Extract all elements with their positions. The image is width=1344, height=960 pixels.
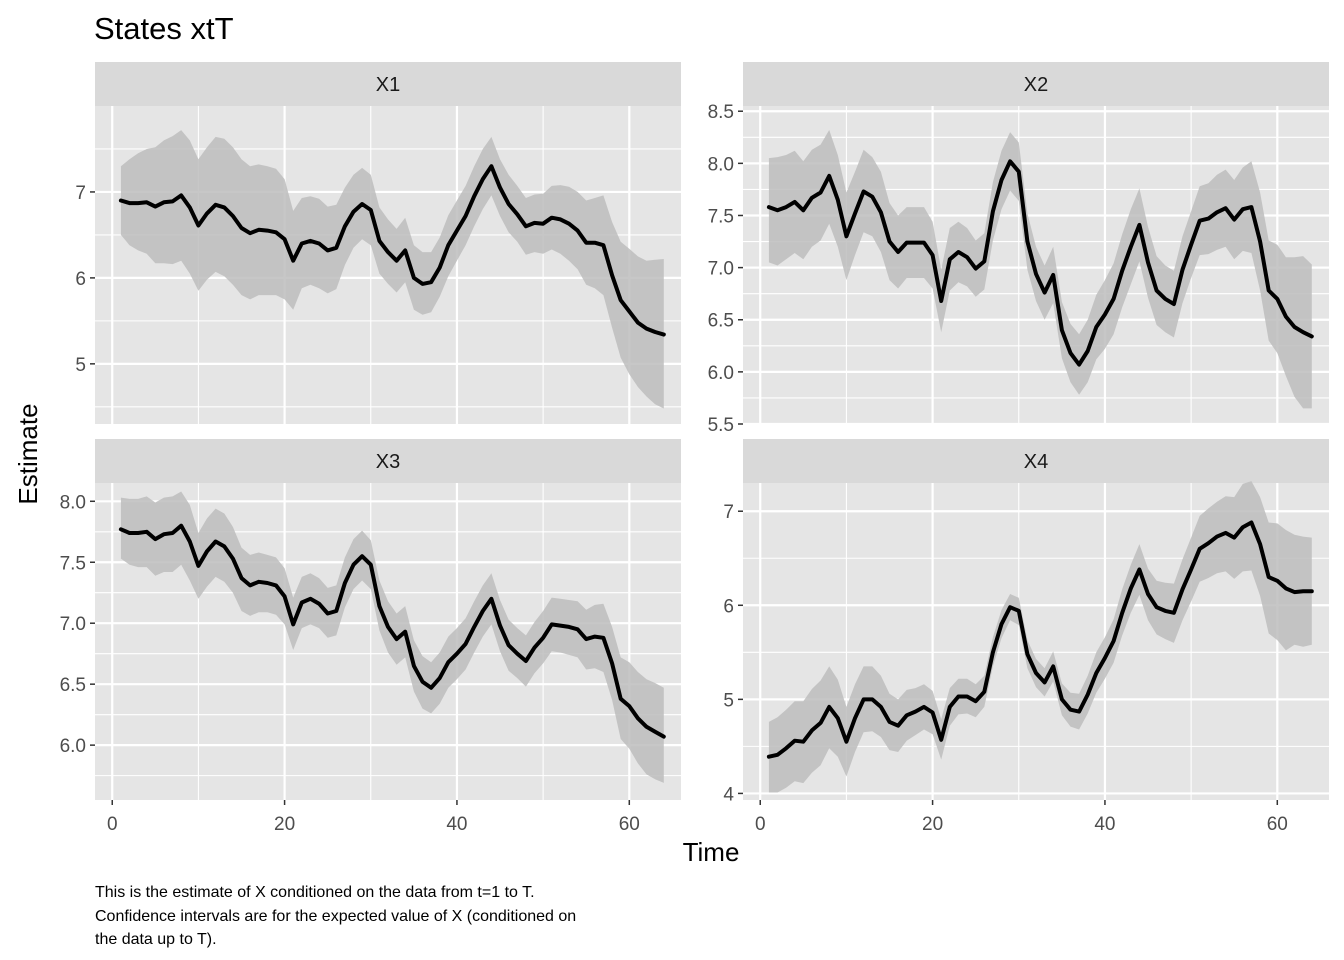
y-tick-label: 6.0: [60, 736, 86, 757]
estimate-line: [118, 523, 666, 739]
caption-line: Confidence intervals are for the expecte…: [95, 907, 577, 925]
confidence-ribbon: [768, 130, 1312, 409]
y-tick-label: 8.0: [60, 492, 86, 513]
facet-strip-label: X3: [376, 451, 400, 473]
y-tick-label: 7.5: [708, 206, 734, 227]
x-tick-label: 20: [274, 814, 295, 835]
y-axis-title: Estimate: [13, 403, 43, 504]
y-tick-label: 7: [75, 183, 86, 204]
y-tick-label: 8.5: [708, 102, 734, 123]
facet-strip-label: X2: [1024, 74, 1048, 96]
facet-strip: [743, 62, 1329, 106]
facet-strip-label: X1: [376, 74, 400, 96]
y-tick-label: 5: [723, 690, 734, 711]
y-tick-label: 6: [723, 596, 734, 617]
confidence-ribbon: [120, 130, 664, 409]
x-tick-label: 60: [619, 814, 640, 835]
y-tick-label: 6: [75, 269, 86, 290]
panel-x3: X3 6.0 6.5 7.0 7.5 8.0 0 20 40 60: [60, 439, 681, 835]
facet-strip: [95, 439, 681, 483]
y-tick-label: 7.0: [60, 614, 86, 635]
facet-strip: [743, 439, 1329, 483]
x-tick-label: 0: [107, 814, 118, 835]
confidence-ribbon: [120, 491, 664, 783]
y-tick-label: 4: [723, 784, 734, 805]
chart-title: States xtT: [94, 11, 234, 46]
y-tick-label: 5.5: [708, 415, 734, 436]
y-tick-label: 7.0: [708, 259, 734, 280]
facet-strip-label: X4: [1024, 451, 1048, 473]
y-tick-label: 6.0: [708, 363, 734, 384]
panel-x1: X1 5 6 7: [75, 62, 681, 424]
facet-strip: [95, 62, 681, 106]
estimate-line: [766, 159, 1314, 367]
y-tick-label: 7: [723, 502, 734, 523]
x-tick-label: 20: [922, 814, 943, 835]
panels: X1 5 6 7 X2 5.5 6.0 6.5 7.0 7.5 8.0 8.5 X3 6.0 6.5 7.0 7…: [60, 62, 1329, 835]
caption-line: This is the estimate of X conditioned on…: [95, 884, 535, 901]
estimate-line: [118, 164, 666, 337]
estimate-line: [766, 520, 1314, 759]
caption-line: the data up to T).: [95, 931, 217, 948]
x-tick-label: 0: [755, 814, 766, 835]
panel-x2: X2 5.5 6.0 6.5 7.0 7.5 8.0 8.5: [708, 62, 1329, 436]
y-tick-label: 5: [75, 355, 86, 376]
panel-x4: X4 4 5 6 7 0 20 40 60: [723, 439, 1329, 835]
caption: This is the estimate of X conditioned on…: [95, 881, 735, 952]
x-tick-label: 60: [1267, 814, 1288, 835]
y-tick-label: 7.5: [60, 553, 86, 574]
x-tick-label: 40: [446, 814, 467, 835]
x-tick-label: 40: [1094, 814, 1115, 835]
y-tick-label: 6.5: [60, 675, 86, 696]
y-tick-label: 6.5: [708, 311, 734, 332]
confidence-ribbon: [768, 481, 1312, 793]
x-axis-title: Time: [683, 837, 740, 867]
y-tick-label: 8.0: [708, 154, 734, 175]
